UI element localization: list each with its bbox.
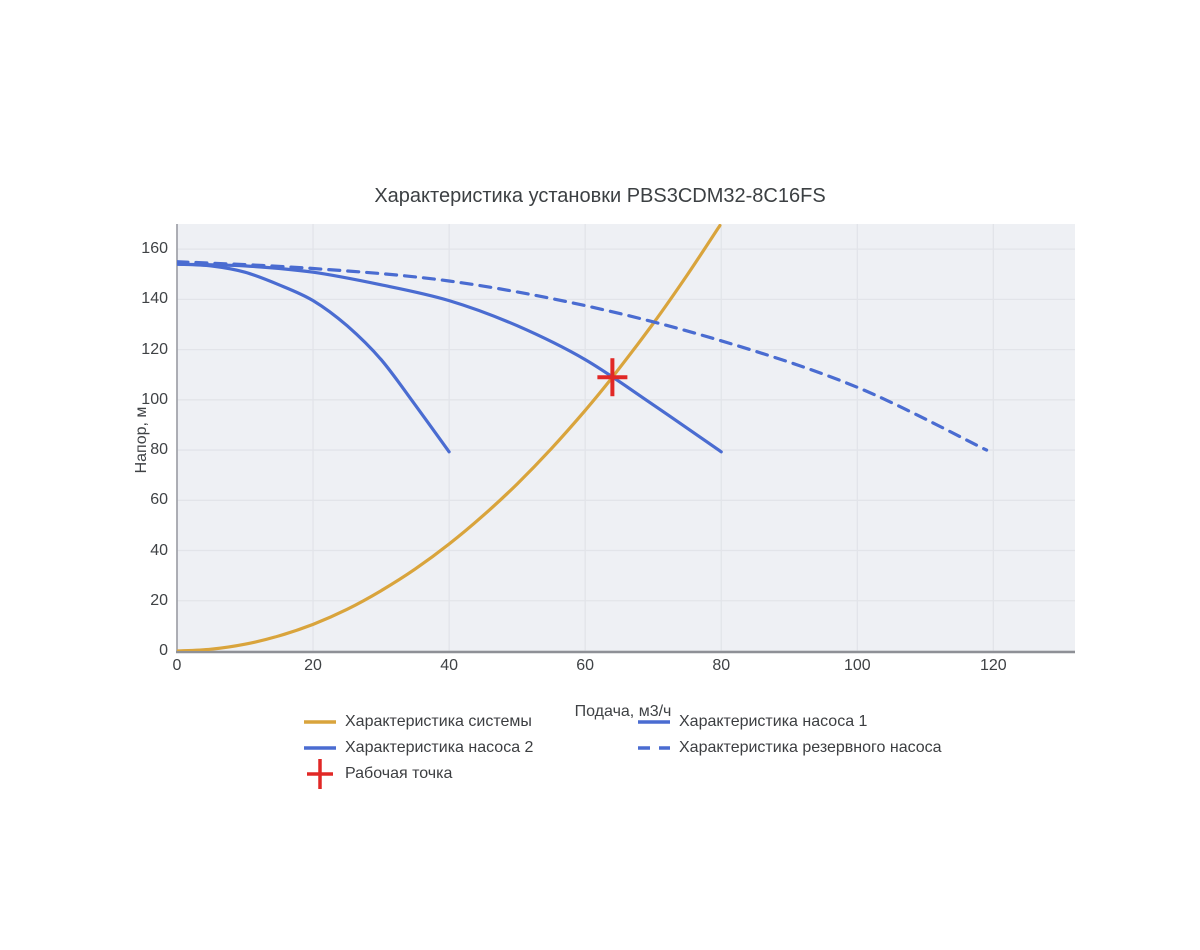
legend-label: Рабочая точка xyxy=(345,765,453,782)
x-tick-label: 20 xyxy=(304,657,322,674)
y-tick-label: 40 xyxy=(150,541,168,559)
x-tick-label: 40 xyxy=(440,657,459,674)
legend-label: Характеристика резервного насоса xyxy=(679,739,942,756)
legend-line-icon xyxy=(304,720,336,724)
series-curve-1 xyxy=(177,262,451,454)
legend-label: Характеристика насоса 1 xyxy=(679,713,868,730)
legend-label: Характеристика насоса 2 xyxy=(345,739,534,756)
y-axis-title: Напор, м xyxy=(133,406,150,474)
y-tick-label: 60 xyxy=(150,491,168,509)
y-tick-label: 80 xyxy=(150,441,168,459)
legend-cross-icon xyxy=(307,759,333,789)
x-axis-title: Подача, м3/ч xyxy=(574,703,672,720)
y-tick-label: 100 xyxy=(141,390,168,408)
series-curve-0 xyxy=(177,224,722,651)
y-tick-label: 140 xyxy=(141,290,168,308)
x-tick-label: 100 xyxy=(843,657,871,674)
legend-line-icon xyxy=(638,720,670,724)
legend-item-4[interactable]: Рабочая точка xyxy=(303,759,453,789)
x-tick-label: 0 xyxy=(172,657,182,674)
operating-point-marker xyxy=(597,358,628,397)
legend-dashed-line-icon xyxy=(638,746,670,750)
y-tick-label: 0 xyxy=(159,642,168,659)
x-tick-label: 80 xyxy=(712,657,731,674)
legend-item-2[interactable]: Характеристика насоса 2 xyxy=(303,737,533,759)
x-tick-label: 60 xyxy=(576,657,595,674)
y-tick-label: 160 xyxy=(141,240,168,258)
legend-item-1[interactable]: Характеристика насоса 1 xyxy=(637,711,867,733)
x-tick-label: 120 xyxy=(980,657,1007,674)
legend-line-icon xyxy=(304,746,336,750)
legend-item-0[interactable]: Характеристика системы xyxy=(303,711,532,733)
y-tick-label: 20 xyxy=(150,591,168,609)
series-curve-3 xyxy=(177,260,989,452)
legend-label: Характеристика системы xyxy=(345,713,532,730)
chart-title: Характеристика установки PBS3CDM32-8C16F… xyxy=(374,185,826,207)
series-curve-2 xyxy=(177,262,723,454)
y-tick-label: 120 xyxy=(141,340,168,358)
plot-background xyxy=(177,224,1075,651)
legend-item-3[interactable]: Характеристика резервного насоса xyxy=(637,737,942,759)
